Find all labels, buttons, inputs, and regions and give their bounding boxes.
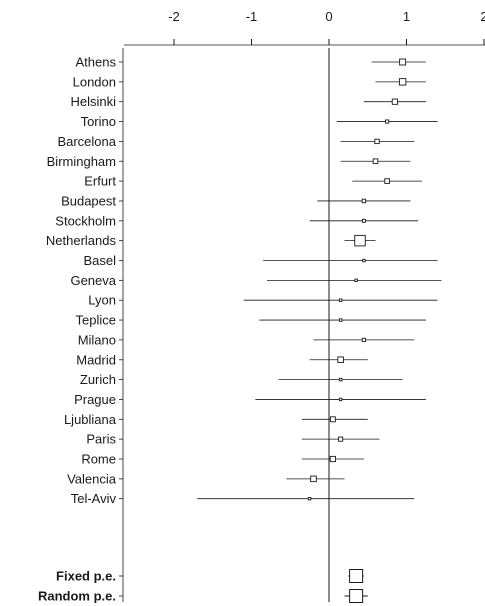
point-estimate bbox=[372, 158, 379, 165]
point-estimate bbox=[361, 337, 366, 342]
x-tick-label: -1 bbox=[246, 9, 258, 24]
x-axis: -2 -1 0 1 2 bbox=[124, 9, 485, 46]
study-label: Milano bbox=[78, 332, 116, 347]
point-estimate bbox=[384, 178, 390, 184]
study-estimates bbox=[197, 58, 442, 501]
study-label: Basel bbox=[83, 253, 116, 268]
point-estimate bbox=[374, 138, 380, 145]
study-label: Birmingham bbox=[47, 154, 116, 169]
point-estimate bbox=[385, 119, 390, 124]
point-estimate bbox=[362, 258, 366, 263]
study-label: Helsinki bbox=[70, 94, 116, 109]
point-estimate bbox=[361, 198, 367, 204]
x-tick-label: 0 bbox=[325, 9, 332, 24]
study-label: Ljubliana bbox=[64, 412, 117, 427]
study-labels: Athens London Helsinki Torino Barcelona Birmi… bbox=[46, 48, 124, 602]
pooled-estimate-box bbox=[349, 569, 364, 583]
point-estimate bbox=[391, 98, 398, 105]
point-estimate bbox=[329, 455, 336, 463]
point-estimate bbox=[338, 298, 343, 302]
study-label: Geneva bbox=[70, 273, 116, 288]
point-estimate bbox=[354, 234, 366, 247]
point-estimate bbox=[307, 497, 312, 501]
study-label: Torino bbox=[81, 114, 116, 129]
study-label: Rome bbox=[81, 452, 116, 467]
point-estimate bbox=[337, 356, 344, 364]
point-estimate bbox=[399, 58, 407, 66]
pooled-label: Random p.e. bbox=[38, 589, 116, 604]
x-tick-label: -2 bbox=[168, 9, 180, 24]
study-label: Netherlands bbox=[46, 233, 117, 248]
point-estimate bbox=[338, 377, 343, 382]
study-label: Madrid bbox=[76, 352, 116, 367]
study-label: Teplice bbox=[76, 313, 116, 328]
study-label: Athens bbox=[76, 55, 117, 70]
point-estimate bbox=[361, 218, 366, 223]
study-label: Budapest bbox=[61, 193, 116, 208]
pooled-estimate-box bbox=[349, 589, 364, 603]
point-estimate bbox=[338, 436, 344, 442]
study-label: Valencia bbox=[67, 471, 117, 486]
x-tick-label: 2 bbox=[480, 9, 485, 24]
point-estimate bbox=[338, 318, 343, 322]
study-label: Paris bbox=[86, 432, 116, 447]
point-estimate bbox=[338, 397, 343, 402]
study-label: Prague bbox=[74, 392, 116, 407]
point-estimate bbox=[354, 278, 358, 283]
study-label: Lyon bbox=[88, 293, 116, 308]
study-label: Stockholm bbox=[55, 213, 116, 228]
point-estimate bbox=[310, 475, 317, 483]
study-label: Barcelona bbox=[57, 134, 116, 149]
study-label: Zurich bbox=[80, 372, 116, 387]
study-label: Tel-Aviv bbox=[71, 491, 117, 506]
x-tick-label: 1 bbox=[403, 9, 410, 24]
pooled-estimates: Fixed p.e. Random p.e. bbox=[38, 569, 368, 604]
point-estimate bbox=[398, 78, 407, 86]
study-label: Erfurt bbox=[84, 174, 116, 189]
pooled-label: Fixed p.e. bbox=[56, 569, 116, 584]
point-estimate bbox=[329, 416, 336, 423]
study-label: London bbox=[73, 74, 116, 89]
